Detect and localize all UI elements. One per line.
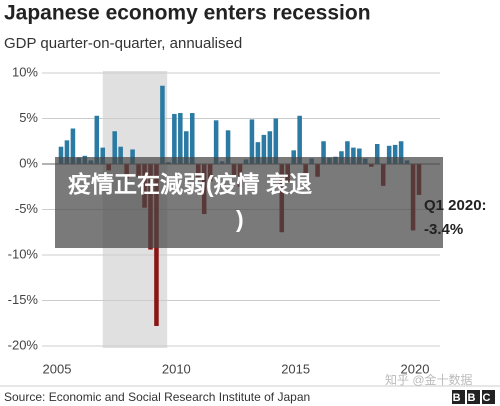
chart-subtitle: GDP quarter-on-quarter, annualised: [4, 35, 242, 52]
bar: [70, 128, 76, 164]
x-tick-label: 2015: [281, 361, 310, 376]
y-tick-label: -15%: [8, 292, 39, 307]
bar: [160, 85, 165, 164]
bar: [100, 147, 106, 164]
overlay-text: 疫情正在減弱(疫情 衰退: [68, 171, 312, 197]
x-tick-label: 2005: [43, 361, 72, 376]
bar: [398, 141, 404, 164]
bar: [321, 141, 326, 164]
y-tick-label: 0%: [19, 155, 38, 170]
chart-title: Japanese economy enters recession: [4, 2, 371, 25]
bar: [297, 115, 302, 164]
bar: [345, 141, 350, 164]
y-tick-label: 10%: [12, 64, 38, 79]
x-tick-label: 2020: [401, 361, 430, 376]
bar: [249, 119, 255, 164]
overlay-banner: [55, 157, 443, 248]
logo-box: [467, 390, 480, 404]
bar: [58, 146, 64, 164]
watermark: 知乎 @金十数据: [385, 372, 473, 387]
annotation: -3.4%: [424, 221, 463, 238]
y-tick-label: -5%: [15, 201, 39, 216]
y-tick-label: -20%: [8, 337, 39, 352]
bar: [184, 131, 189, 164]
bar: [351, 147, 356, 164]
bar: [267, 131, 273, 164]
bar: [357, 148, 362, 164]
bar: [112, 131, 117, 164]
bar: [178, 113, 183, 164]
logo-box: [452, 390, 465, 404]
bar: [374, 143, 380, 164]
bar: [172, 113, 177, 164]
bar: [189, 113, 195, 164]
annotation: Q1 2020:: [424, 197, 487, 214]
bar: [213, 120, 219, 164]
bar: [94, 115, 100, 164]
bar: [64, 140, 70, 164]
logo: BBC: [453, 392, 498, 404]
bar: [118, 146, 123, 164]
overlay-text: ): [236, 206, 244, 232]
bar: [273, 118, 279, 164]
bar: [386, 145, 392, 164]
bar: [225, 130, 231, 164]
source: Source: Economic and Social Research Ins…: [4, 390, 310, 404]
y-tick-label: -10%: [8, 246, 39, 261]
y-tick-label: 5%: [19, 110, 38, 125]
bar: [255, 142, 261, 164]
bar: [392, 144, 398, 164]
bar: [130, 149, 135, 164]
logo-box: [482, 390, 495, 404]
x-tick-label: 2010: [162, 361, 191, 376]
bar: [261, 134, 267, 164]
